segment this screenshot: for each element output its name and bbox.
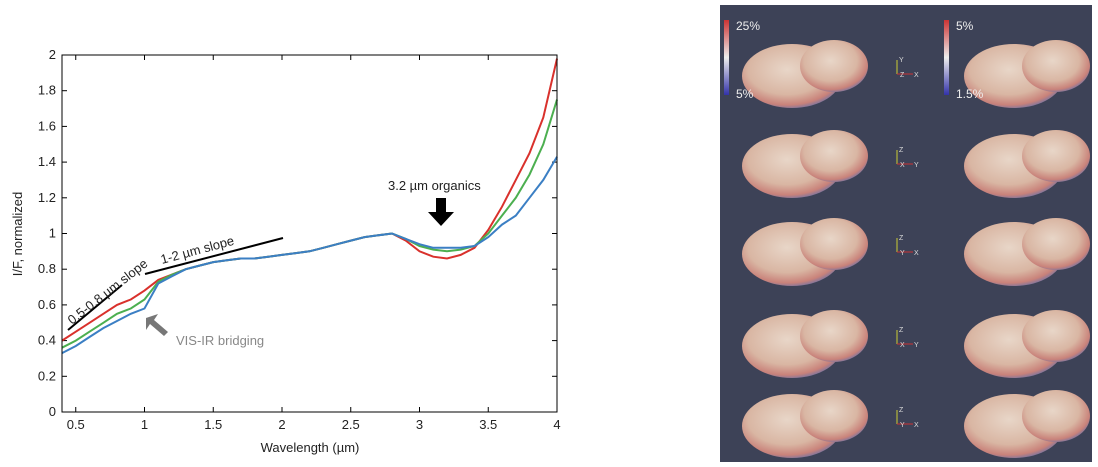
nucleus-lobe	[1022, 390, 1090, 442]
nucleus-lobe	[800, 218, 868, 270]
triad-label: X	[900, 342, 905, 349]
y-tick-label: 0	[49, 404, 56, 419]
y-axis-label: I/F, normalized	[10, 192, 25, 277]
annotation: VIS-IR bridging	[176, 333, 264, 348]
nucleus-lobe	[800, 130, 868, 182]
colorbar-label: 5%	[956, 19, 974, 33]
triad-label: Z	[899, 407, 904, 414]
y-tick-label: 1.2	[38, 190, 56, 205]
colorbar	[944, 20, 949, 95]
slope-line	[67, 284, 123, 331]
nucleus-lobe	[800, 40, 868, 92]
x-tick-label: 2	[278, 417, 285, 432]
series-line	[61, 58, 558, 342]
plot-frame	[61, 54, 558, 413]
colorbar-label: 1.5%	[956, 87, 984, 101]
renders: Y Z X Z X Y Z Y X Z X Y Z Y X 25% 5% 5% 1.5%	[724, 19, 1090, 458]
y-tick-label: 0.8	[38, 261, 56, 276]
triad-label: Y	[914, 342, 919, 349]
y-tick-label: 0.4	[38, 333, 56, 348]
nucleus-lobe	[1022, 310, 1090, 362]
colorbar-label: 5%	[736, 87, 754, 101]
nucleus-lobe	[800, 310, 868, 362]
triad-label: Z	[900, 72, 905, 79]
triad-label: Y	[899, 57, 904, 64]
triad-label: X	[914, 250, 919, 257]
nucleus-lobe	[1022, 40, 1090, 92]
annotation: 3.2 µm organics	[388, 178, 481, 193]
x-tick-label: 3.5	[479, 417, 497, 432]
arrow	[146, 314, 168, 336]
colorbar	[724, 20, 729, 95]
triad-label: Y	[900, 250, 905, 257]
x-tick-label: 0.5	[67, 417, 85, 432]
annotation: 0.5-0.8 µm slope	[65, 256, 151, 328]
x-tick-label: 2.5	[342, 417, 360, 432]
x-tick-label: 1.5	[204, 417, 222, 432]
x-tick-label: 4	[553, 417, 560, 432]
triad-label: Z	[899, 235, 904, 242]
triad-label: Y	[900, 422, 905, 429]
triad-label: X	[900, 162, 905, 169]
plot: 0 0.2 0.4 0.6 0.8 1 1.2 1.4 1.6 1.8 2 0.5 1 1.5 2 2.5 3 3…	[38, 47, 561, 432]
nucleus-lobe	[1022, 218, 1090, 270]
series-line	[61, 99, 558, 349]
slope-line	[144, 237, 284, 275]
triad-label: Z	[899, 327, 904, 334]
y-tick-label: 1.8	[38, 83, 56, 98]
y-tick-label: 0.2	[38, 368, 56, 383]
y-tick-label: 1.4	[38, 154, 56, 169]
triad-label: X	[914, 422, 919, 429]
y-tick-label: 1	[49, 226, 56, 241]
nucleus-lobe	[800, 390, 868, 442]
x-tick-label: 3	[416, 417, 423, 432]
arrow	[428, 198, 454, 226]
triad-label: Z	[899, 147, 904, 154]
colorbar-label: 25%	[736, 19, 760, 33]
nucleus-lobe	[1022, 130, 1090, 182]
triad-label: X	[914, 72, 919, 79]
triad-label: Y	[914, 162, 919, 169]
annotation: 1-2 µm slope	[159, 233, 236, 267]
y-tick-label: 1.6	[38, 118, 56, 133]
x-axis-label: Wavelength (µm)	[261, 440, 360, 455]
x-tick-label: 1	[141, 417, 148, 432]
series-line	[61, 156, 558, 354]
y-tick-label: 2	[49, 47, 56, 62]
y-tick-label: 0.6	[38, 297, 56, 312]
